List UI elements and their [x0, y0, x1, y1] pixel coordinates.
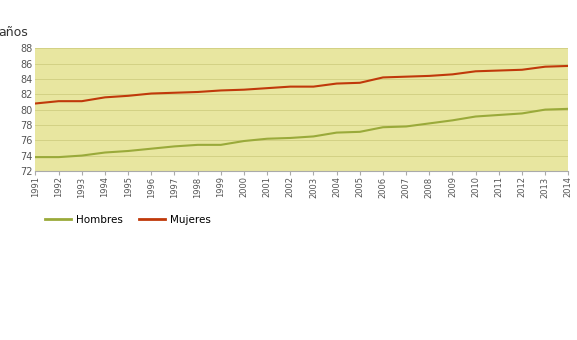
- Hombres: [310, 134, 317, 138]
- Mujeres: [380, 75, 387, 80]
- Mujeres: [55, 99, 62, 103]
- Bar: [35, 125, 568, 140]
- Legend: Hombres, Mujeres: Hombres, Mujeres: [40, 211, 215, 230]
- Hombres: [218, 143, 224, 147]
- Hombres: [449, 118, 456, 122]
- Mujeres: [426, 74, 433, 78]
- Mujeres: [102, 95, 108, 99]
- Hombres: [125, 149, 132, 153]
- Hombres: [357, 130, 364, 134]
- Mujeres: [32, 101, 39, 105]
- Hombres: [32, 155, 39, 159]
- Line: Mujeres: Mujeres: [35, 66, 568, 103]
- Bar: [35, 79, 568, 94]
- Mujeres: [357, 81, 364, 85]
- Hombres: [426, 121, 433, 125]
- Line: Hombres: Hombres: [35, 109, 568, 157]
- Hombres: [472, 115, 479, 119]
- Mujeres: [125, 94, 132, 98]
- Bar: [35, 109, 568, 125]
- Bar: [35, 48, 568, 64]
- Mujeres: [403, 74, 410, 79]
- Hombres: [519, 112, 526, 116]
- Hombres: [333, 131, 340, 135]
- Text: años: años: [0, 26, 28, 38]
- Mujeres: [310, 85, 317, 89]
- Hombres: [171, 144, 178, 149]
- Mujeres: [449, 72, 456, 76]
- Hombres: [241, 139, 248, 143]
- Mujeres: [264, 86, 271, 90]
- Hombres: [287, 136, 294, 140]
- Bar: [35, 94, 568, 109]
- Mujeres: [171, 91, 178, 95]
- Mujeres: [78, 99, 85, 103]
- Mujeres: [496, 68, 503, 72]
- Mujeres: [218, 88, 224, 92]
- Hombres: [496, 113, 503, 117]
- Bar: [35, 64, 568, 79]
- Hombres: [380, 125, 387, 129]
- Mujeres: [241, 88, 248, 92]
- Hombres: [542, 107, 549, 112]
- Mujeres: [542, 65, 549, 69]
- Mujeres: [333, 82, 340, 86]
- Hombres: [194, 143, 201, 147]
- Hombres: [148, 147, 155, 151]
- Hombres: [565, 107, 572, 111]
- Mujeres: [519, 68, 526, 72]
- Mujeres: [287, 85, 294, 89]
- Hombres: [403, 124, 410, 129]
- Bar: [35, 156, 568, 171]
- Mujeres: [194, 90, 201, 94]
- Hombres: [102, 151, 108, 155]
- Mujeres: [472, 69, 479, 73]
- Mujeres: [565, 64, 572, 68]
- Bar: [35, 140, 568, 156]
- Hombres: [78, 154, 85, 158]
- Mujeres: [148, 91, 155, 96]
- Hombres: [55, 155, 62, 159]
- Hombres: [264, 137, 271, 141]
